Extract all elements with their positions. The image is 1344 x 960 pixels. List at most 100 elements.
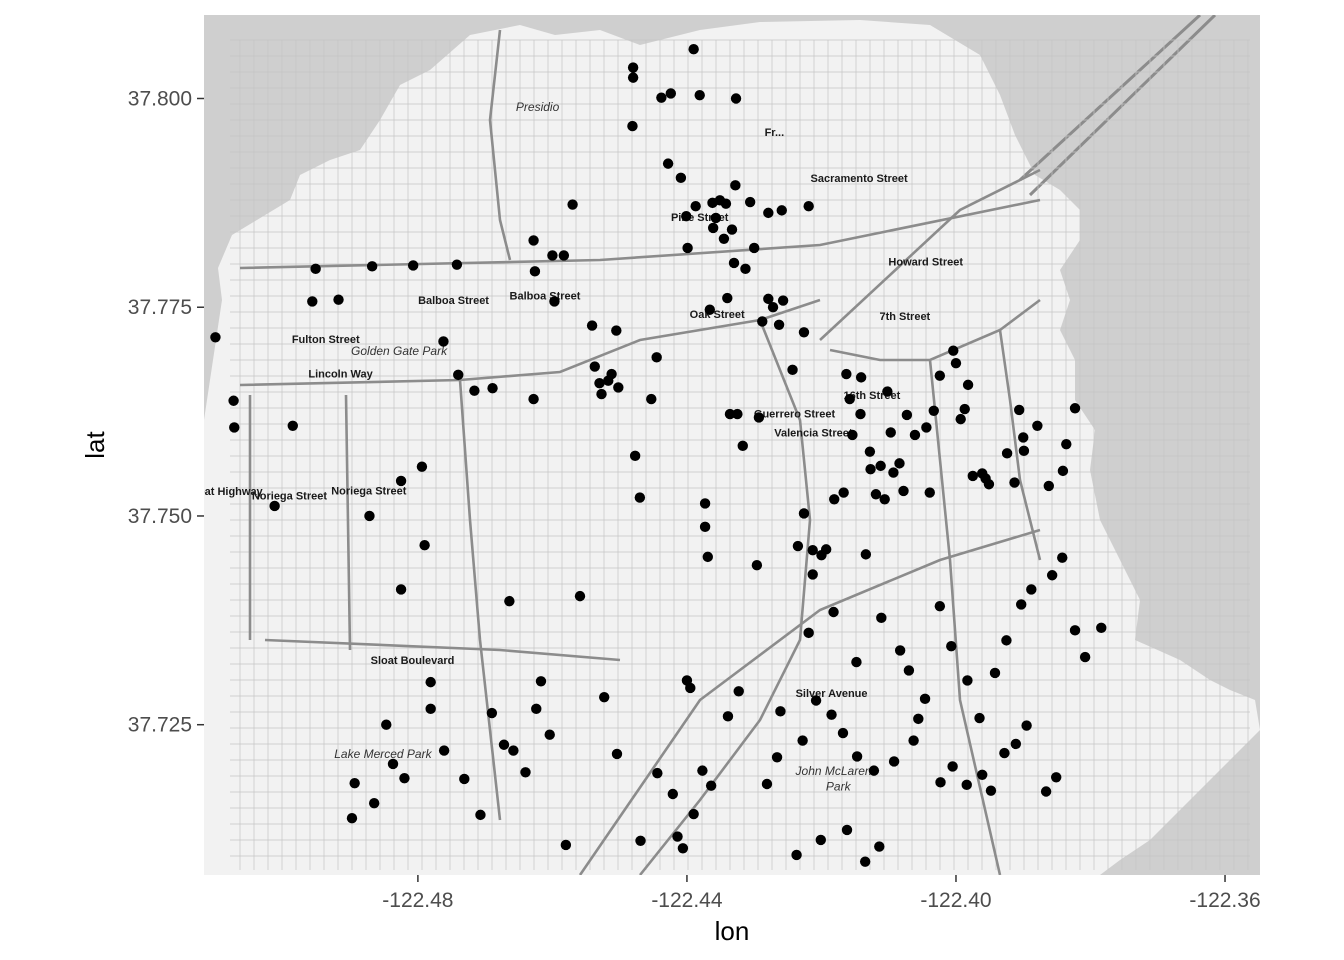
data-point: [999, 747, 1010, 759]
data-point: [574, 590, 586, 602]
y-tick-label: 37.725: [128, 714, 192, 737]
data-point: [767, 302, 779, 313]
data-point: [349, 777, 360, 789]
data-point: [1016, 599, 1027, 610]
data-point: [425, 703, 436, 715]
data-point: [395, 475, 407, 487]
data-point: [675, 172, 687, 184]
data-point: [520, 767, 531, 778]
data-point: [773, 319, 785, 330]
data-point: [722, 711, 734, 722]
data-point: [888, 756, 900, 767]
data-point: [1040, 786, 1052, 797]
data-point: [879, 494, 890, 505]
map-label: Park: [826, 780, 852, 794]
major-road: [998, 329, 1042, 561]
data-point: [820, 544, 832, 555]
data-point: [913, 713, 924, 725]
data-point: [629, 450, 641, 462]
map-label: Lincoln Way: [308, 368, 373, 380]
major-road: [264, 638, 621, 662]
data-point: [882, 386, 893, 397]
data-point: [416, 461, 428, 472]
map-label: Fulton Street: [292, 334, 360, 346]
data-point: [682, 242, 693, 254]
data-point: [634, 492, 646, 503]
data-point: [874, 841, 885, 852]
data-point: [504, 595, 515, 607]
data-point: [635, 835, 646, 846]
data-point: [888, 467, 899, 478]
data-point: [792, 540, 804, 552]
data-point: [1001, 635, 1012, 646]
data-point: [677, 843, 689, 854]
data-point: [1009, 477, 1020, 488]
data-point: [753, 412, 765, 423]
data-point: [508, 745, 519, 756]
data-point: [1046, 570, 1058, 581]
data-point: [870, 489, 882, 500]
data-point: [368, 797, 380, 809]
data-point: [699, 521, 711, 533]
data-point: [974, 712, 985, 724]
data-point: [672, 831, 683, 842]
data-point: [860, 549, 872, 560]
data-point: [611, 325, 622, 336]
data-point: [487, 383, 498, 394]
map-label: Sacramento Street: [811, 173, 909, 185]
map-label: Balboa Street: [418, 295, 489, 307]
data-point: [694, 89, 705, 101]
data-point: [728, 257, 740, 269]
data-point: [307, 296, 318, 307]
data-point: [627, 120, 638, 132]
y-tick-label: 37.800: [128, 87, 192, 110]
data-point: [868, 765, 880, 776]
data-point: [908, 735, 919, 746]
x-axis-title: lon: [715, 916, 750, 946]
data-point: [681, 211, 692, 222]
data-point: [864, 446, 876, 457]
data-point: [928, 405, 939, 416]
x-tick-label: -122.48: [382, 889, 453, 912]
map-label: Lake Merced Park: [334, 747, 432, 761]
data-point: [847, 429, 858, 441]
data-point: [841, 368, 852, 380]
data-point: [733, 686, 744, 697]
data-point: [787, 364, 798, 376]
data-point: [771, 752, 783, 763]
data-point: [531, 703, 542, 715]
map-label: Noriega Street: [252, 490, 328, 502]
data-point: [798, 327, 810, 338]
data-point: [1069, 625, 1081, 636]
data-point: [333, 294, 344, 305]
data-point: [1096, 622, 1107, 634]
data-point: [688, 44, 699, 55]
data-point: [366, 261, 378, 272]
data-point: [855, 408, 866, 420]
data-point: [989, 667, 1001, 679]
data-point: [549, 296, 560, 307]
data-point: [702, 551, 713, 563]
data-point: [451, 259, 463, 270]
data-point: [1079, 651, 1091, 663]
major-roads: [239, 29, 1042, 875]
data-point: [1069, 403, 1081, 414]
data-point: [841, 824, 853, 836]
data-point: [662, 158, 674, 169]
data-point: [529, 266, 541, 277]
major-road: [488, 29, 512, 261]
x-tick-label: -122.36: [1189, 889, 1260, 912]
data-point: [704, 304, 716, 315]
map-label: Balboa Street: [510, 291, 581, 303]
data-point: [921, 422, 932, 433]
major-road: [578, 528, 1041, 875]
data-point: [810, 695, 822, 706]
data-point: [705, 780, 717, 791]
data-point: [740, 263, 751, 275]
data-point: [826, 709, 837, 720]
data-point: [599, 691, 610, 703]
x-axis: -122.48 -122.44 -122.40 -122.36: [382, 875, 1261, 912]
major-road: [638, 319, 812, 875]
y-axis: 37.725 37.750 37.775 37.800: [128, 87, 204, 737]
